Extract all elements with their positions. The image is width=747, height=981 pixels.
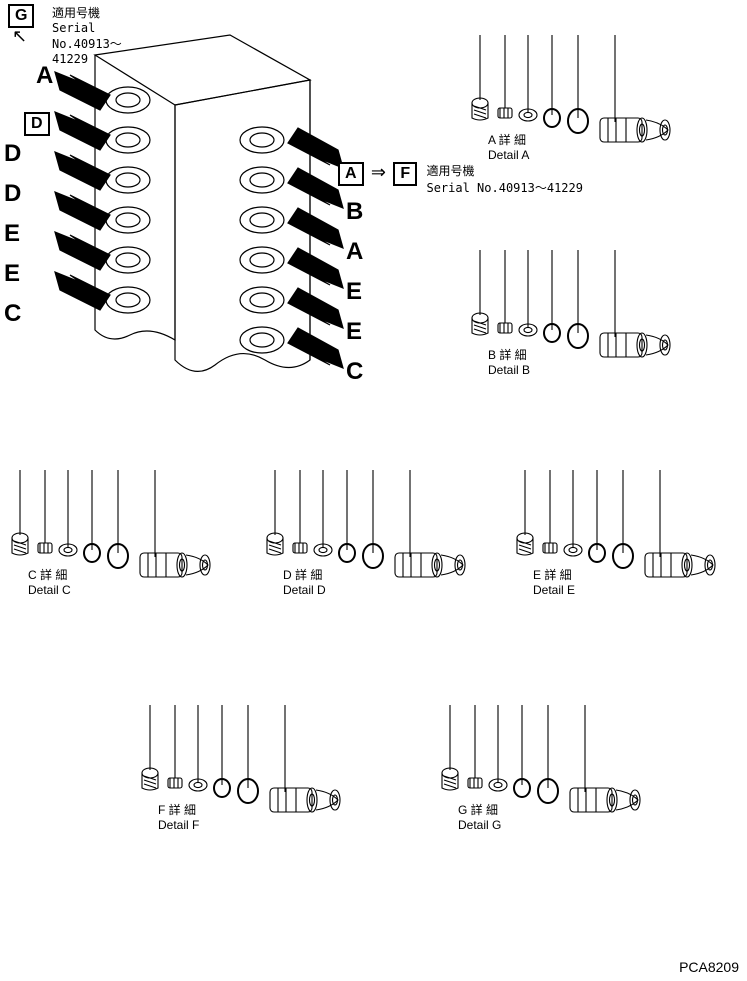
right-letter-4: E xyxy=(346,318,362,346)
left-letter-1: D xyxy=(4,140,21,168)
left-letter-3: E xyxy=(4,220,20,248)
detail-g: G 詳 細 Detail G xyxy=(430,700,650,850)
arrow-up-left-icon: ↖ xyxy=(12,26,27,47)
detail-a-en: Detail A xyxy=(488,148,529,162)
right-letter-3: E xyxy=(346,278,362,306)
detail-d-en: Detail D xyxy=(283,583,326,597)
mid-serial-en: Serial No.40913〜41229 xyxy=(426,181,583,195)
detail-d: D 詳 細 Detail D xyxy=(255,465,475,615)
arrow-right-icon: ⇒ xyxy=(371,162,386,182)
ref-box-a: A xyxy=(338,162,364,186)
detail-f-jp: F 詳 細 xyxy=(158,801,196,818)
detail-b-en: Detail B xyxy=(488,363,530,377)
detail-e-en: Detail E xyxy=(533,583,575,597)
ref-box-g: G xyxy=(8,4,34,28)
left-letter-2: D xyxy=(4,180,21,208)
detail-g-jp: G 詳 細 xyxy=(458,801,498,818)
ref-box-f: F xyxy=(393,162,417,186)
detail-a-jp: A 詳 細 xyxy=(488,131,526,148)
left-letter-4: E xyxy=(4,260,20,288)
detail-c: C 詳 細 Detail C xyxy=(0,465,220,615)
detail-a: A 詳 細 Detail A xyxy=(460,30,680,180)
left-letter-0: A xyxy=(36,62,53,90)
detail-b-jp: B 詳 細 xyxy=(488,346,527,363)
ref-d-block: D xyxy=(24,112,50,136)
detail-e-jp: E 詳 細 xyxy=(533,566,572,583)
detail-f: F 詳 細 Detail F xyxy=(130,700,350,850)
right-letter-5: C xyxy=(346,358,363,386)
detail-g-en: Detail G xyxy=(458,818,501,832)
detail-f-en: Detail F xyxy=(158,818,199,832)
detail-c-jp: C 詳 細 xyxy=(28,566,67,583)
top-serial-en: Serial No.40913〜41229 xyxy=(52,21,122,66)
detail-c-en: Detail C xyxy=(28,583,71,597)
right-letter-2: A xyxy=(346,238,363,266)
right-letter-1: B xyxy=(346,198,363,226)
detail-e: E 詳 細 Detail E xyxy=(505,465,725,615)
drawing-code: PCA8209 xyxy=(679,959,739,975)
detail-d-jp: D 詳 細 xyxy=(283,566,322,583)
top-serial-block: G 適用号機 Serial No.40913〜41229 ↖ xyxy=(8,4,34,28)
detail-b: B 詳 細 Detail B xyxy=(460,245,680,395)
ref-box-d: D xyxy=(24,112,50,136)
left-letter-5: C xyxy=(4,300,21,328)
top-serial-jp: 適用号機 xyxy=(52,6,100,20)
